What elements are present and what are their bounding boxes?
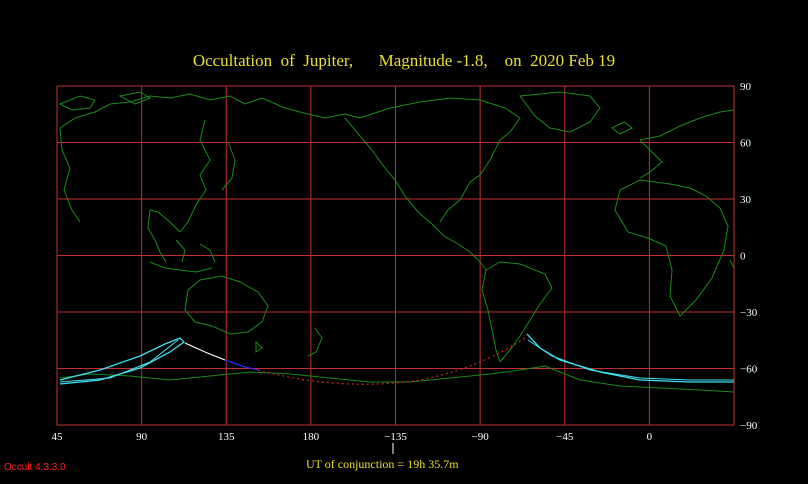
- coastline: [344, 117, 459, 245]
- longitude-tick-label: 0: [647, 431, 653, 443]
- coastline: [307, 327, 323, 357]
- longitude-tick-label: −135: [384, 431, 407, 443]
- latitude-tick-label: −90: [740, 420, 758, 432]
- ut-conjunction-label: UT of conjunction = 19h 35.7m: [306, 457, 459, 471]
- coastline: [59, 127, 81, 223]
- longitude-tick-label: −45: [556, 431, 574, 443]
- coastline: [639, 139, 663, 179]
- coastline: [457, 243, 487, 271]
- coastline: [519, 91, 601, 133]
- coastline: [614, 179, 729, 317]
- longitude-tick-label: 45: [52, 431, 64, 443]
- coastline: [149, 209, 181, 233]
- map-grid: [56, 85, 735, 426]
- central-line-daylight: [184, 342, 226, 361]
- longitude-tick-label: −90: [472, 431, 490, 443]
- coastline: [118, 91, 152, 105]
- coastline: [485, 261, 553, 363]
- coastline: [149, 261, 213, 273]
- coastline: [639, 109, 735, 141]
- southern-limit-line: [527, 339, 734, 381]
- coastline: [199, 243, 216, 263]
- coastline: [184, 275, 269, 335]
- coastline: [221, 141, 236, 191]
- coastlines: [58, 91, 735, 393]
- coastline: [611, 121, 633, 135]
- coastline: [359, 97, 521, 141]
- latitude-tick-label: 0: [740, 251, 746, 263]
- coastline: [439, 139, 501, 223]
- coastline: [179, 119, 211, 233]
- coastline: [59, 365, 735, 393]
- coastline: [175, 239, 186, 263]
- coastline: [58, 95, 96, 111]
- longitude-tick-label: 180: [303, 431, 320, 443]
- latitude-tick-label: 30: [740, 194, 752, 206]
- latitude-tick-label: −30: [740, 307, 758, 319]
- longitude-tick-label: 135: [218, 431, 235, 443]
- northern-limit-line: [59, 337, 186, 385]
- latitude-tick-label: −60: [740, 364, 758, 376]
- coastline: [729, 259, 735, 269]
- coastline: [59, 93, 263, 129]
- coastline: [481, 269, 501, 363]
- longitude-tick-label: 90: [136, 431, 148, 443]
- coastline: [261, 97, 361, 119]
- latitude-tick-label: 90: [740, 81, 752, 93]
- coastline: [255, 340, 263, 353]
- coastline: [147, 209, 167, 263]
- occultation-paths: [59, 333, 734, 385]
- southern-limit-line: [59, 339, 179, 383]
- central-line-twilight: [224, 359, 259, 371]
- central-line-night: [257, 337, 526, 385]
- axis-labels: 45 90 135 180 −135 −90 −45 0 90 60 30 0 −30 −60 −90: [52, 81, 758, 443]
- map-title: Occultation of Jupiter, Magnitude -1.8, …: [192, 51, 616, 70]
- latitude-tick-label: 60: [740, 138, 752, 150]
- version-label: Occult 4.3.3.0: [4, 462, 66, 473]
